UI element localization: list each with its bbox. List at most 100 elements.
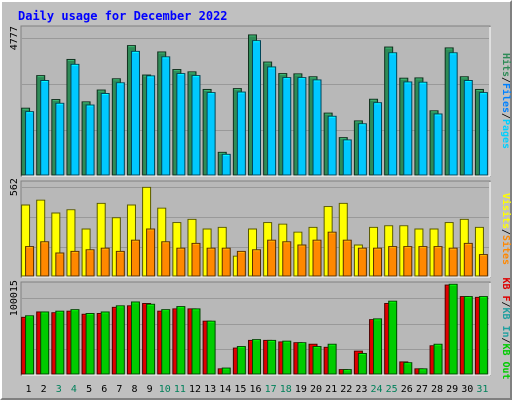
bar-sites xyxy=(221,247,231,277)
bar-sites xyxy=(40,241,50,277)
bar-body xyxy=(282,340,292,375)
x-tick-label: 8 xyxy=(131,384,137,395)
bar-sites xyxy=(282,241,292,277)
bar-body xyxy=(357,352,367,375)
bar-files xyxy=(463,80,473,176)
bar-files xyxy=(357,123,367,176)
bar-files xyxy=(40,80,50,176)
bar-body xyxy=(40,311,50,375)
bar-body xyxy=(115,250,125,277)
bar-sites xyxy=(55,252,65,277)
bar-body xyxy=(463,296,473,375)
bar-body xyxy=(418,246,428,277)
bar-kb-out xyxy=(327,343,337,375)
bar-body xyxy=(433,113,443,176)
bar-body xyxy=(161,309,171,375)
bar-body xyxy=(357,247,367,277)
bar-files xyxy=(267,66,277,176)
bar-body xyxy=(85,104,95,176)
bar-files xyxy=(282,77,292,176)
bar-body xyxy=(100,93,110,176)
bar-files xyxy=(146,75,156,176)
bar-sites xyxy=(342,239,352,277)
bar-body xyxy=(478,92,488,176)
bar-body xyxy=(282,77,292,176)
bar-body xyxy=(448,283,458,375)
x-tick-label: 26 xyxy=(401,384,413,395)
bar-body xyxy=(55,252,65,277)
bar-body xyxy=(297,77,307,176)
bar-body xyxy=(312,239,322,277)
x-tick-label: 30 xyxy=(461,384,473,395)
bar-sites xyxy=(418,246,428,277)
bar-sites xyxy=(448,247,458,277)
y-max-label: 562 xyxy=(9,178,20,196)
x-tick-label: 31 xyxy=(476,384,488,395)
bar-body xyxy=(236,250,246,277)
x-tick-label: 27 xyxy=(416,384,428,395)
bar-body xyxy=(40,241,50,277)
bar-body xyxy=(433,246,443,277)
bar-files xyxy=(130,50,140,176)
bar-sites xyxy=(433,246,443,277)
bar-files xyxy=(55,102,65,176)
bar-body xyxy=(252,249,261,277)
x-tick-label: 4 xyxy=(71,384,77,395)
bar-body xyxy=(221,247,231,277)
bar-body xyxy=(146,75,156,176)
bar-body xyxy=(327,231,337,277)
bar-kb-out xyxy=(373,318,383,375)
bar-body xyxy=(176,306,186,375)
bar-body xyxy=(448,247,458,277)
bar-body xyxy=(463,80,473,176)
bar-files xyxy=(115,82,125,176)
x-tick-label: 20 xyxy=(310,384,322,395)
bar-body xyxy=(161,241,171,277)
bar-sites xyxy=(161,241,171,277)
bar-body xyxy=(70,309,80,375)
bar-body xyxy=(206,92,216,176)
bar-files xyxy=(327,115,337,176)
legend-entry: Files xyxy=(500,83,512,113)
bar-sites xyxy=(236,250,246,277)
bar-sites xyxy=(25,246,35,277)
x-tick-label: 3 xyxy=(56,384,62,395)
legend-entry: KB Out xyxy=(500,343,511,379)
bar-body xyxy=(191,75,201,176)
bar-body xyxy=(463,242,473,277)
bar-body xyxy=(100,311,110,375)
bar-sites xyxy=(297,244,307,277)
bar-body xyxy=(388,300,398,375)
bar-files xyxy=(191,75,201,176)
bar-files xyxy=(25,111,35,176)
bar-kb-out xyxy=(342,369,352,375)
bar-body xyxy=(130,301,140,375)
bar-files xyxy=(403,81,413,176)
bar-body xyxy=(191,308,201,375)
x-tick-label: 22 xyxy=(340,384,352,395)
bar-body xyxy=(146,228,156,277)
bar-body xyxy=(267,66,277,176)
bar-sites xyxy=(327,231,337,277)
panel-3: 100015 KB F/KB In/KB Out xyxy=(9,277,511,379)
bar-kb-out xyxy=(252,339,261,375)
bar-body xyxy=(388,52,398,176)
legend-entry: Sites xyxy=(500,235,512,265)
bar-body xyxy=(342,239,352,277)
bar-body xyxy=(252,40,261,176)
bar-sites xyxy=(115,250,125,277)
bar-body xyxy=(312,346,322,375)
bar-sites xyxy=(478,254,488,277)
bar-body xyxy=(448,52,458,176)
x-tick-label: 28 xyxy=(431,384,443,395)
bar-kb-out xyxy=(191,308,201,375)
bar-body xyxy=(100,247,110,277)
bar-files xyxy=(252,40,261,176)
x-tick-label: 18 xyxy=(280,384,292,395)
bar-body xyxy=(327,115,337,176)
bar-body xyxy=(130,239,140,277)
bar-kb-out xyxy=(176,306,186,375)
bar-body xyxy=(357,123,367,176)
x-tick-label: 5 xyxy=(86,384,92,395)
bar-body xyxy=(206,320,216,375)
